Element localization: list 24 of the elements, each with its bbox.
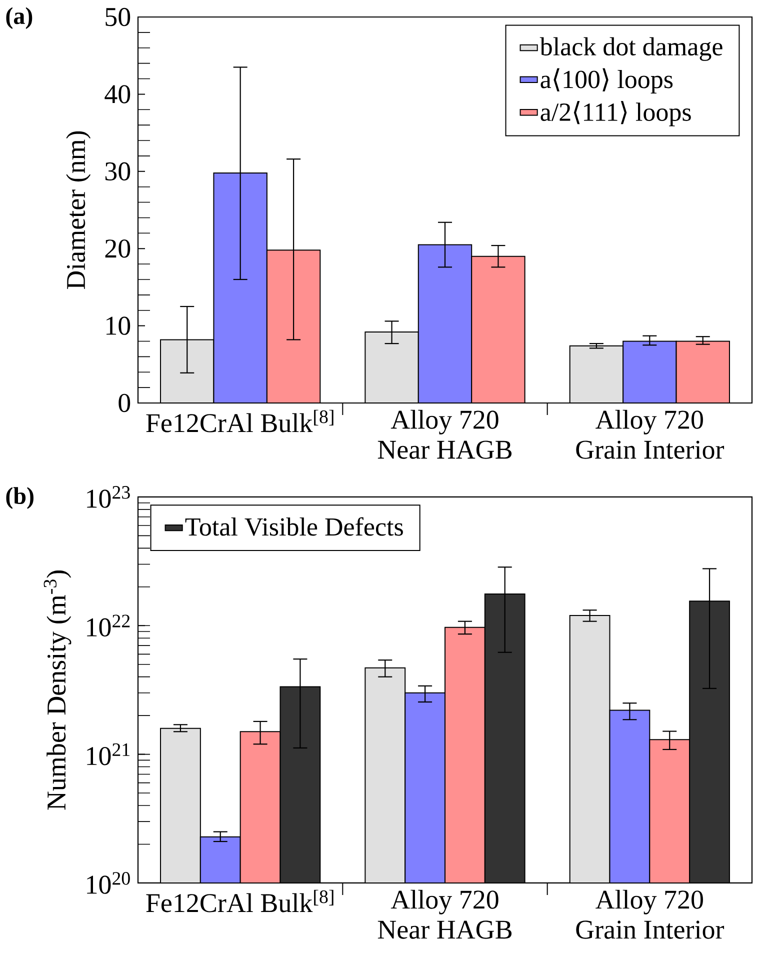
y-tick-label: 0 (118, 394, 130, 412)
y-axis-title: Diameter (nm) (66, 131, 91, 290)
y-tick-label: 40 (104, 85, 130, 104)
x-tick-label: Fe12CrAl Bulk$^{[8]}$ (146, 890, 334, 912)
y-tick-label: 10$^{22}$ (87, 614, 130, 637)
legend-label: a⟨100⟩ loops (540, 68, 673, 94)
y-tick-label: 10$^{21}$ (87, 743, 130, 766)
text: (b) (6, 487, 34, 509)
x-tick-label: Alloy 720 Grain Interior (576, 890, 724, 939)
y-tick-label: 20 (105, 239, 130, 258)
y-axis-title: Number Density (m$^{-3}$) (44, 570, 72, 810)
x-tick-label: Fe12CrAl Bulk$^{[8]}$ (146, 410, 334, 432)
y-tick-label: 10$^{20}$ (87, 872, 130, 894)
y-tick-label: 50 (106, 8, 130, 26)
legend-label: Total Visible Defects (185, 517, 403, 536)
legend-label: black dot damage (540, 37, 722, 61)
x-tick-label: Alloy 720 Grain Interior (576, 410, 724, 459)
text: (a) (6, 7, 32, 29)
y-tick-label: 10 (106, 316, 130, 335)
y-tick-label: 10$^{23}$ (87, 486, 130, 508)
y-tick-label: 30 (105, 162, 130, 181)
x-tick-label: Alloy 720 Near HAGB (378, 410, 512, 459)
x-tick-label: Alloy 720 Near HAGB (378, 890, 512, 939)
legend-label: a/2⟨111⟩ loops (540, 100, 691, 126)
